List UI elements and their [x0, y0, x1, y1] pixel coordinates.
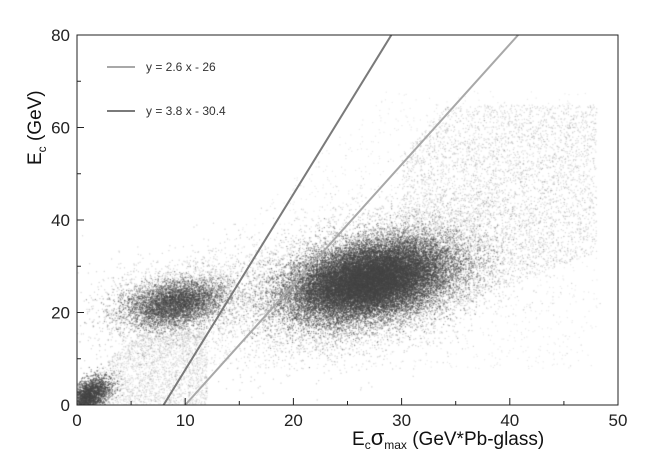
x-axis-ticks: 0 10 20 30 40 50 — [72, 398, 627, 430]
y-tick-label: 20 — [51, 304, 70, 323]
y-axis-ticks: 0 20 40 60 80 — [51, 26, 84, 415]
x-tick-label: 40 — [500, 411, 519, 430]
y-axis-label: Ec (GeV) — [25, 90, 49, 165]
y-tick-label: 0 — [61, 396, 70, 415]
x-tick-label: 0 — [72, 411, 81, 430]
legend-label-1: y = 2.6 x - 26 — [146, 60, 216, 74]
legend: y = 2.6 x - 26 y = 3.8 x - 30.4 — [107, 60, 226, 118]
fit-line-2 — [162, 34, 393, 406]
x-tick-label: 20 — [284, 411, 303, 430]
scatter-points — [77, 35, 618, 405]
density-points — [77, 35, 618, 405]
x-tick-label: 10 — [176, 411, 195, 430]
x-tick-label: 30 — [392, 411, 411, 430]
y-tick-label: 60 — [51, 119, 70, 138]
y-tick-label: 80 — [51, 26, 70, 45]
x-tick-label: 50 — [609, 411, 628, 430]
y-tick-label: 40 — [51, 211, 70, 230]
fit-line-1 — [184, 34, 519, 406]
legend-label-2: y = 3.8 x - 30.4 — [146, 104, 226, 118]
x-axis-label: Ecσmax (GeV*Pb-glass) — [352, 425, 544, 452]
fit-lines — [162, 34, 519, 406]
